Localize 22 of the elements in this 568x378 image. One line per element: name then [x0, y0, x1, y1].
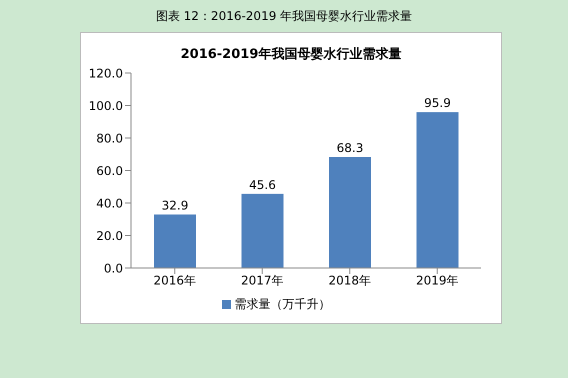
bar — [416, 112, 458, 268]
x-tick-label: 2016年 — [153, 274, 196, 288]
bar — [242, 194, 284, 268]
data-label: 32.9 — [162, 198, 188, 213]
y-tick-label: 80.0 — [96, 131, 123, 146]
x-tick-label: 2019年 — [416, 274, 459, 288]
y-tick-label: 20.0 — [96, 228, 123, 243]
chart-title: 图表 12：2016-2019 年我国母婴水行业需求量 — [154, 8, 414, 25]
y-tick-label: 0.0 — [104, 261, 123, 276]
x-tick-label: 2017年 — [240, 274, 284, 288]
data-label: 68.3 — [336, 141, 364, 156]
y-tick-label: 60.0 — [96, 164, 123, 178]
chart-subtitle: 2016-2019年我国母婴水行业需求量 — [180, 46, 402, 63]
y-tick-label: 120.0 — [88, 66, 123, 80]
bar — [154, 214, 196, 268]
data-label: 45.6 — [249, 178, 276, 192]
bar — [329, 157, 371, 268]
legend-label: 需求量（万千升） — [234, 297, 330, 311]
y-tick-label: 40.0 — [96, 196, 123, 210]
data-label: 95.9 — [424, 96, 451, 110]
y-tick-label: 100.0 — [88, 98, 123, 113]
x-tick-label: 2018年 — [328, 274, 372, 288]
